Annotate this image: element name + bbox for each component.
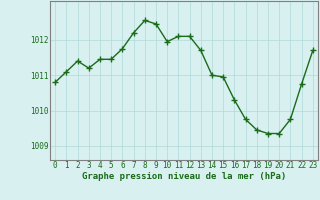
X-axis label: Graphe pression niveau de la mer (hPa): Graphe pression niveau de la mer (hPa) — [82, 172, 286, 181]
